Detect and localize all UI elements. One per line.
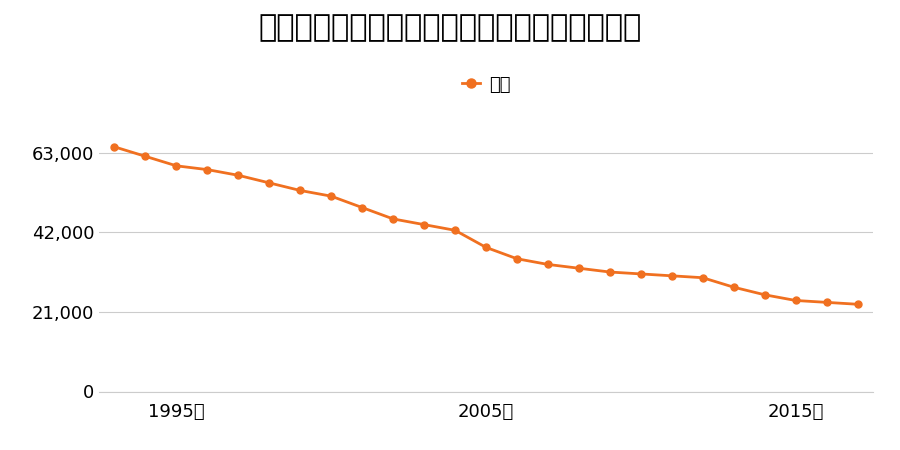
価格 [109, 144, 120, 149]
価格 [171, 163, 182, 168]
価格 [852, 302, 863, 307]
Line: 価格: 価格 [111, 144, 861, 308]
価格 [605, 269, 616, 274]
価格 [666, 273, 677, 279]
Text: 奈良県吉野郡大淀町大字北野７番９の地価推移: 奈良県吉野郡大淀町大字北野７番９の地価推移 [258, 14, 642, 42]
価格 [635, 271, 646, 277]
価格 [760, 292, 770, 297]
価格 [511, 256, 522, 261]
価格 [140, 153, 151, 159]
価格 [698, 275, 708, 280]
価格 [356, 205, 367, 210]
価格 [202, 167, 212, 172]
価格 [326, 194, 337, 199]
Legend: 価格: 価格 [454, 69, 518, 101]
価格 [543, 262, 553, 267]
価格 [790, 298, 801, 303]
価格 [573, 266, 584, 271]
価格 [728, 284, 739, 290]
価格 [233, 173, 244, 178]
価格 [418, 222, 429, 227]
価格 [264, 180, 274, 185]
価格 [450, 228, 461, 233]
価格 [821, 300, 832, 305]
価格 [388, 216, 399, 221]
価格 [295, 188, 306, 193]
価格 [481, 245, 491, 250]
